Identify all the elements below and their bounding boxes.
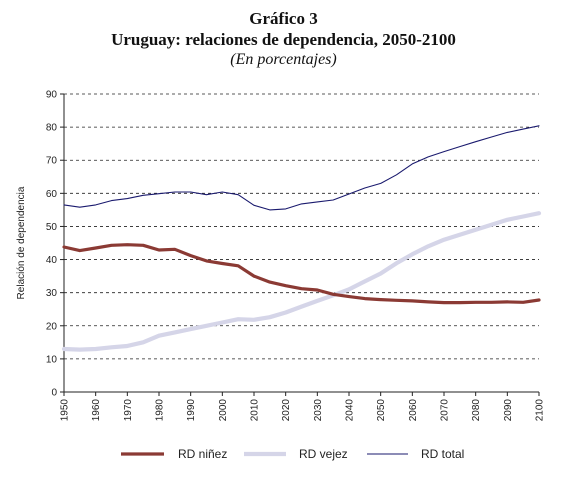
x-tick-label: 2000 (218, 399, 229, 422)
x-tick-label: 2080 (471, 399, 482, 422)
series-line (63, 125, 540, 211)
legend-label: RD niñez (178, 447, 227, 461)
x-tick-label: 2070 (440, 399, 451, 422)
chart-title: Gráfico 3 (249, 9, 318, 28)
series-lines (61, 125, 542, 352)
x-tick-label: 2100 (535, 399, 546, 422)
y-tick-label: 30 (46, 288, 58, 299)
x-tick-label: 1980 (155, 399, 166, 422)
x-tick-label: 2090 (503, 399, 514, 422)
series-line (62, 243, 541, 305)
legend-label: RD vejez (299, 447, 348, 461)
x-tick-label: 2060 (408, 399, 419, 422)
axes (60, 93, 540, 396)
x-tick-label: 2040 (345, 399, 356, 422)
grid-lines (64, 93, 539, 360)
y-tick-label: 40 (46, 255, 58, 266)
chart-header: Gráfico 3 Uruguay: relaciones de depende… (0, 8, 567, 70)
series-line (61, 211, 542, 352)
x-tick-label: 1960 (91, 399, 102, 422)
chart-note: (En porcentajes) (230, 51, 337, 68)
x-tick-label: 2030 (313, 399, 324, 422)
y-tick-label: 10 (46, 354, 58, 365)
y-tick-label: 50 (46, 222, 58, 233)
y-tick-label: 80 (46, 123, 58, 134)
y-tick-label: 70 (46, 156, 58, 167)
x-tick-label: 1990 (186, 399, 197, 422)
x-tick-label: 2020 (281, 399, 292, 422)
x-tick-label: 1950 (60, 399, 71, 422)
x-tick-label: 1970 (123, 399, 134, 422)
legend: RD niñez RD vejez RD total (121, 447, 464, 461)
y-axis-label: Relación de dependencia (16, 186, 27, 299)
legend-label: RD total (421, 447, 464, 461)
chart-subtitle: Uruguay: relaciones de dependencia, 2050… (111, 30, 456, 49)
x-tick-label: 2050 (376, 399, 387, 422)
y-tick-label: 20 (46, 321, 58, 332)
y-tick-label: 60 (46, 189, 58, 200)
y-tick-label: 0 (51, 388, 57, 399)
x-tick-label: 2010 (250, 399, 261, 422)
y-tick-label: 90 (46, 90, 58, 101)
